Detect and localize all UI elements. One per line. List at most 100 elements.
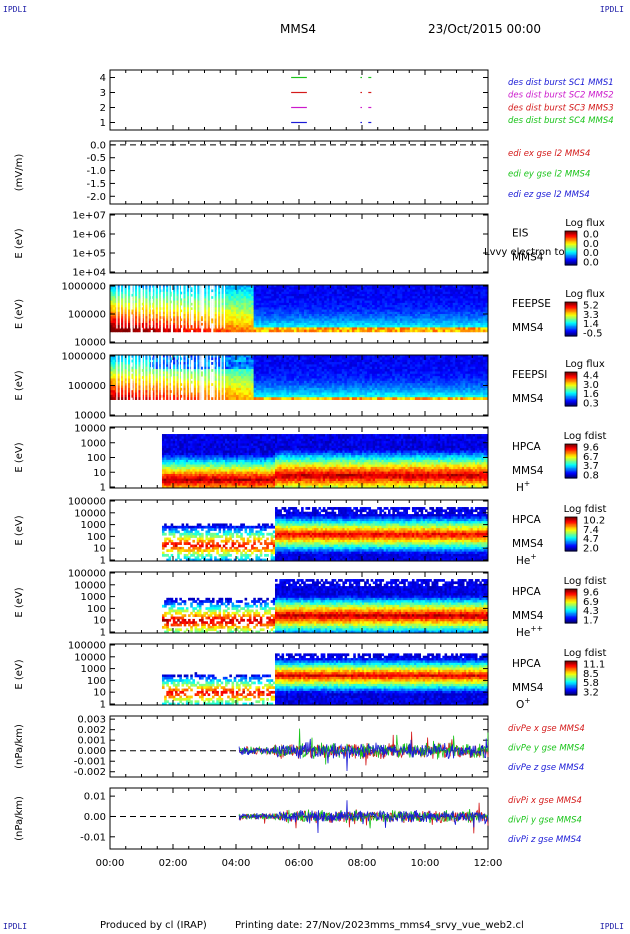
spectrogram-cell [372, 320, 375, 324]
spectrogram-cell [228, 302, 232, 306]
spectrogram-cell [334, 371, 338, 375]
spectrogram-cell [477, 289, 481, 293]
spectrogram-cell [422, 314, 426, 317]
spectrogram-cell [173, 309, 176, 313]
spectrogram-cell [165, 373, 169, 377]
spectrogram-cell [248, 385, 252, 389]
spectrogram-cell [440, 316, 444, 319]
spectrogram-cell [173, 293, 176, 297]
spectrogram-cell [359, 318, 363, 322]
spectrogram-cell [382, 296, 386, 299]
spectrogram-cell [319, 289, 323, 293]
spectrogram-cell [304, 298, 307, 302]
spectrogram-cell [271, 394, 275, 398]
data-gap [116, 285, 118, 329]
spectrogram-cell [442, 298, 446, 302]
spectrogram-cell [437, 293, 441, 297]
spectrogram-cell [155, 289, 159, 293]
spectrogram-cell [419, 287, 423, 290]
spectrogram-cell [311, 329, 315, 333]
spectrogram-cell [377, 298, 381, 302]
spectrogram-cell [263, 285, 267, 288]
spectrogram-cell [261, 289, 265, 293]
legend-entry: des dist burst SC3 MMS3 [508, 103, 614, 113]
spectrogram-cell [377, 322, 381, 326]
spectrogram-cell [465, 325, 469, 328]
spectrogram-cell [402, 289, 406, 293]
spectrogram-cell [145, 316, 149, 319]
spectrogram-cell [309, 357, 312, 361]
spectrogram-cell [475, 307, 479, 310]
spectrogram-cell [173, 285, 176, 288]
spectrogram-cell [248, 380, 252, 384]
spectrogram-cell [120, 302, 123, 306]
spectrogram-cell [256, 359, 260, 363]
spectrogram-cell [344, 325, 348, 328]
spectrogram-cell [304, 387, 307, 391]
spectrogram-cell [278, 311, 282, 315]
spectrogram-cell [218, 397, 222, 400]
spectrogram-cell [157, 300, 161, 304]
spectrogram-cell [283, 376, 287, 379]
spectrogram-cell [306, 327, 310, 331]
spectrogram-cell [306, 298, 310, 302]
spectrogram-cell [273, 293, 277, 297]
spectrogram-cell [180, 300, 184, 304]
spectrogram-cell [281, 383, 285, 386]
spectrogram-cell [261, 302, 265, 306]
y-tick-label: 1e+04 [72, 268, 106, 279]
spectrogram-cell [321, 318, 325, 322]
spectrogram-cell [293, 325, 297, 328]
spectrogram-cell [346, 309, 350, 313]
spectrogram-cell [173, 364, 176, 368]
spectrogram-cell [399, 296, 403, 299]
spectrogram-cell [404, 300, 408, 304]
spectrogram-cell [236, 316, 239, 319]
spectrogram-cell [419, 320, 423, 324]
spectrogram-cell [339, 359, 343, 363]
spectrogram-cell [162, 383, 166, 386]
spectrogram-cell [208, 287, 212, 290]
spectrogram-cell [482, 300, 486, 304]
spectrogram-cell [482, 311, 486, 315]
spectrogram-cell [238, 322, 242, 326]
spectrogram-cell [155, 314, 159, 317]
spectrogram-cell [309, 285, 312, 288]
colorbar-segment [565, 307, 577, 310]
spectrogram-cell [220, 329, 224, 333]
spectrogram-cell [392, 314, 396, 317]
spectrogram-cell [225, 305, 229, 308]
spectrogram-cell [480, 287, 484, 290]
spectrogram-cell [367, 327, 370, 331]
spectrogram-cell [127, 378, 131, 382]
spectrogram-cell [157, 298, 161, 302]
spectrogram-cell [465, 309, 469, 313]
spectrogram-cell [336, 359, 340, 363]
spectrogram-cell [346, 300, 350, 304]
spectrogram-cell [137, 369, 141, 372]
spectrogram-cell [117, 364, 121, 368]
spectrogram-cell [147, 316, 151, 319]
spectrogram-cell [248, 327, 252, 331]
spectrogram-cell [173, 287, 176, 290]
spectrogram-cell [339, 355, 343, 358]
spectrogram-cell [286, 373, 290, 377]
spectrogram-cell [271, 371, 275, 375]
spectrogram-cell [455, 329, 459, 333]
spectrogram-cell [132, 329, 136, 333]
spectrogram-cell [278, 380, 282, 384]
spectrogram-cell [351, 309, 355, 313]
spectrogram-cell [404, 307, 408, 310]
spectrogram-cell [175, 322, 179, 326]
spectrogram-cell [175, 357, 179, 361]
spectrogram-cell [477, 311, 481, 315]
spectrogram-cell [266, 329, 270, 333]
spectrogram-cell [145, 380, 149, 384]
spectrogram-cell [304, 311, 307, 315]
spectrogram-cell [437, 289, 441, 293]
spectrogram-cell [288, 296, 292, 299]
spectrogram-cell [193, 378, 197, 382]
spectrogram-cell [110, 307, 113, 310]
spectrogram-cell [422, 285, 426, 288]
spectrogram-cell [251, 320, 255, 324]
